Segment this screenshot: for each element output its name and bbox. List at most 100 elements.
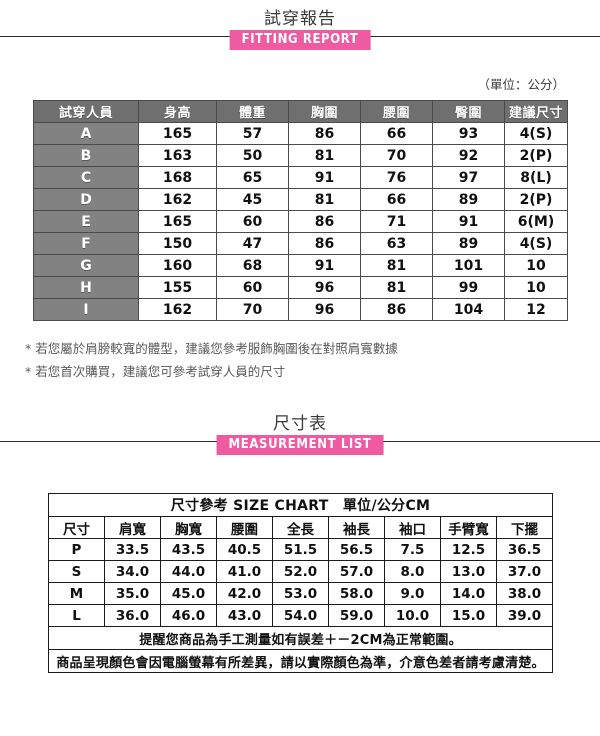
fitting-cell-7-6: 10: [504, 276, 568, 299]
fitting-cell-3-5: 89: [432, 188, 505, 211]
fitting-cell-0-5: 93: [432, 122, 505, 145]
size-chart-table: 尺寸參考 SIZE CHART 單位/公分CM 尺寸 肩寬 胸寬 腰圍 全長 袖…: [47, 493, 554, 673]
size-cell-1-5: 57.0: [328, 560, 385, 583]
size-col-header-3: 腰圍: [216, 516, 273, 539]
fitting-col-header-1: 身高: [138, 100, 217, 123]
size-cell-3-8: 39.0: [495, 604, 554, 627]
fitting-cell-1-5: 92: [432, 144, 505, 167]
fitting-cell-0-2: 57: [216, 122, 289, 145]
measurement-list-title-en: MEASUREMENT LIST: [216, 435, 384, 455]
size-col-header-1: 肩寬: [104, 516, 161, 539]
size-cell-1-7: 13.0: [440, 560, 497, 583]
fitting-cell-7-2: 60: [216, 276, 289, 299]
fitting-cell-7-4: 81: [360, 276, 433, 299]
size-chart-footnote-1: 提醒您商品為手工測量如有誤差＋－2CM為正常範圍。: [47, 626, 554, 650]
fitting-cell-1-6: 2(P): [504, 144, 568, 167]
size-cell-0-0: P: [48, 538, 105, 561]
size-cell-2-4: 53.0: [272, 582, 329, 605]
fitting-cell-4-5: 91: [432, 210, 505, 233]
size-cell-1-3: 41.0: [216, 560, 273, 583]
size-cell-2-5: 58.0: [328, 582, 385, 605]
fitting-table-header-row: 試穿人員 身高 體重 胸圍 腰圍 臀圍 建議尺寸: [33, 100, 568, 123]
fitting-report-table: 試穿人員 身高 體重 胸圍 腰圍 臀圍 建議尺寸 A 165 57 86 66 …: [33, 100, 568, 321]
table-row: D 162 45 81 66 89 2(P): [33, 188, 568, 211]
fitting-cell-6-6: 10: [504, 254, 568, 277]
fitting-cell-5-1: 150: [138, 232, 217, 255]
size-cell-3-3: 43.0: [216, 604, 273, 627]
size-cell-3-6: 10.0: [384, 604, 441, 627]
fitting-cell-5-4: 63: [360, 232, 433, 255]
fitting-cell-7-1: 155: [138, 276, 217, 299]
fitting-cell-1-4: 70: [360, 144, 433, 167]
fitting-cell-5-0: F: [33, 232, 139, 255]
fitting-cell-6-2: 68: [216, 254, 289, 277]
size-cell-1-2: 44.0: [160, 560, 217, 583]
fitting-cell-6-0: G: [33, 254, 139, 277]
size-cell-2-1: 35.0: [104, 582, 161, 605]
size-cell-1-0: S: [48, 560, 105, 583]
fitting-cell-2-1: 168: [138, 166, 217, 189]
measurement-list-header: 尺寸表 MEASUREMENT LIST: [0, 405, 600, 463]
table-row: G 160 68 91 81 101 10: [33, 254, 568, 277]
size-cell-0-8: 36.5: [495, 538, 554, 561]
fitting-cell-7-3: 96: [288, 276, 361, 299]
fitting-cell-4-6: 6(M): [504, 210, 568, 233]
fitting-report-title-en: FITTING REPORT: [229, 30, 371, 50]
fitting-cell-4-2: 60: [216, 210, 289, 233]
fitting-col-header-0: 試穿人員: [33, 100, 139, 123]
fitting-cell-4-3: 86: [288, 210, 361, 233]
size-cell-2-0: M: [48, 582, 105, 605]
size-col-header-2: 胸寬: [160, 516, 217, 539]
size-chart-header-row: 尺寸 肩寬 胸寬 腰圍 全長 袖長 袖口 手臂寬 下擺: [48, 516, 554, 539]
size-cell-2-7: 14.0: [440, 582, 497, 605]
fitting-cell-3-3: 81: [288, 188, 361, 211]
table-row: P 33.5 43.5 40.5 51.5 56.5 7.5 12.5 36.5: [48, 538, 554, 561]
size-cell-2-6: 9.0: [384, 582, 441, 605]
table-row: S 34.0 44.0 41.0 52.0 57.0 8.0 13.0 37.0: [48, 560, 554, 583]
fitting-cell-6-1: 160: [138, 254, 217, 277]
size-col-header-7: 手臂寬: [440, 516, 497, 539]
fitting-cell-2-2: 65: [216, 166, 289, 189]
size-cell-2-2: 45.0: [160, 582, 217, 605]
size-cell-0-5: 56.5: [328, 538, 385, 561]
fitting-cell-6-4: 81: [360, 254, 433, 277]
size-cell-3-1: 36.0: [104, 604, 161, 627]
fitting-report-header: 試穿報告 FITTING REPORT: [0, 0, 600, 58]
size-cell-1-1: 34.0: [104, 560, 161, 583]
table-row: C 168 65 91 76 97 8(L): [33, 166, 568, 189]
fitting-col-header-5: 臀圍: [432, 100, 505, 123]
fitting-cell-4-4: 71: [360, 210, 433, 233]
size-chart-container: 尺寸參考 SIZE CHART 單位/公分CM 尺寸 肩寬 胸寬 腰圍 全長 袖…: [0, 493, 600, 673]
fitting-cell-3-4: 66: [360, 188, 433, 211]
fitting-cell-3-0: D: [33, 188, 139, 211]
size-col-header-8: 下擺: [495, 516, 554, 539]
size-cell-1-8: 37.0: [495, 560, 554, 583]
size-chart-footnote-row: 提醒您商品為手工測量如有誤差＋－2CM為正常範圍。: [47, 626, 554, 650]
size-chart-title: 尺寸參考 SIZE CHART 單位/公分CM: [47, 493, 554, 517]
fitting-cell-0-1: 165: [138, 122, 217, 145]
size-cell-3-2: 46.0: [160, 604, 217, 627]
size-cell-0-4: 51.5: [272, 538, 329, 561]
size-cell-3-7: 15.0: [440, 604, 497, 627]
fitting-report-title-cn: 試穿報告: [264, 9, 336, 29]
size-col-header-6: 袖口: [384, 516, 441, 539]
size-cell-0-7: 12.5: [440, 538, 497, 561]
fitting-cell-8-3: 96: [288, 298, 361, 321]
fitting-cell-2-5: 97: [432, 166, 505, 189]
unit-note: （單位：公分）: [477, 77, 565, 92]
size-col-header-4: 全長: [272, 516, 329, 539]
fitting-cell-0-3: 86: [288, 122, 361, 145]
size-cell-0-6: 7.5: [384, 538, 441, 561]
table-row: M 35.0 45.0 42.0 53.0 58.0 9.0 14.0 38.0: [48, 582, 554, 605]
size-cell-3-4: 54.0: [272, 604, 329, 627]
fitting-cell-1-3: 81: [288, 144, 361, 167]
size-chart-footnote-row: 商品呈現顏色會因電腦螢幕有所差異，請以實際顏色為準，介意色差者請考慮清楚。: [47, 649, 554, 673]
fitting-cell-8-2: 70: [216, 298, 289, 321]
fitting-cell-3-1: 162: [138, 188, 217, 211]
fitting-cell-5-6: 4(S): [504, 232, 568, 255]
size-cell-0-2: 43.5: [160, 538, 217, 561]
table-row: L 36.0 46.0 43.0 54.0 59.0 10.0 15.0 39.…: [48, 604, 554, 627]
fitting-cell-3-6: 2(P): [504, 188, 568, 211]
fitting-cell-2-0: C: [33, 166, 139, 189]
table-row: H 155 60 96 81 99 10: [33, 276, 568, 299]
